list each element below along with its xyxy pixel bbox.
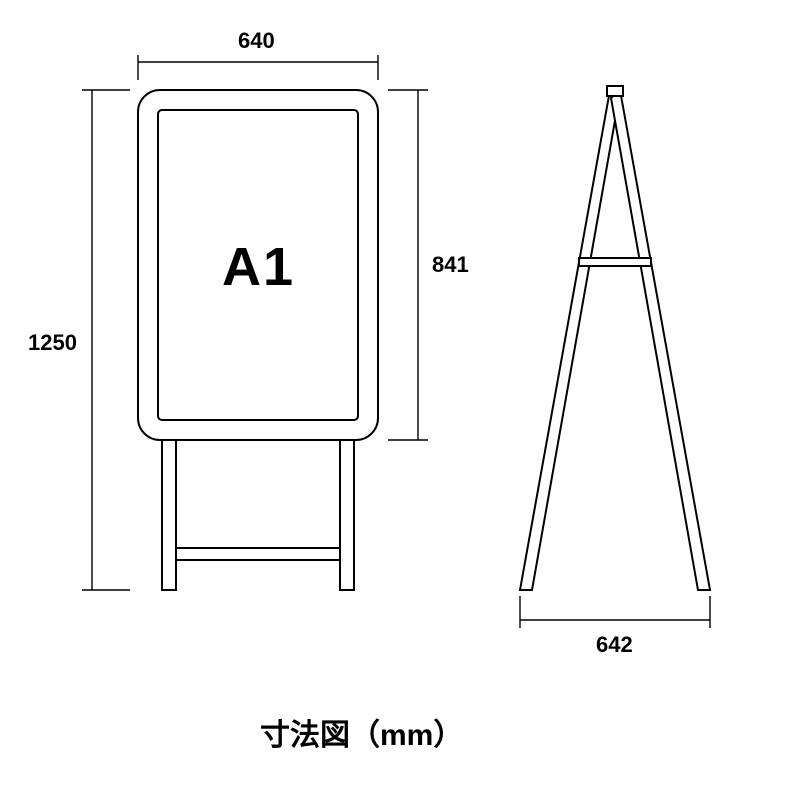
caption: 寸法図（mm） [260, 710, 463, 754]
side-apex-cap [607, 86, 623, 96]
side-right-leg [611, 90, 710, 590]
dim-side-base-label: 642 [596, 632, 633, 658]
dimension-diagram: 640 1250 841 A1 642 寸法図（mm） [0, 0, 800, 800]
side-left-leg [520, 90, 619, 590]
side-view [0, 0, 800, 800]
side-crossbar [579, 258, 651, 266]
dim-side-base [520, 596, 710, 628]
